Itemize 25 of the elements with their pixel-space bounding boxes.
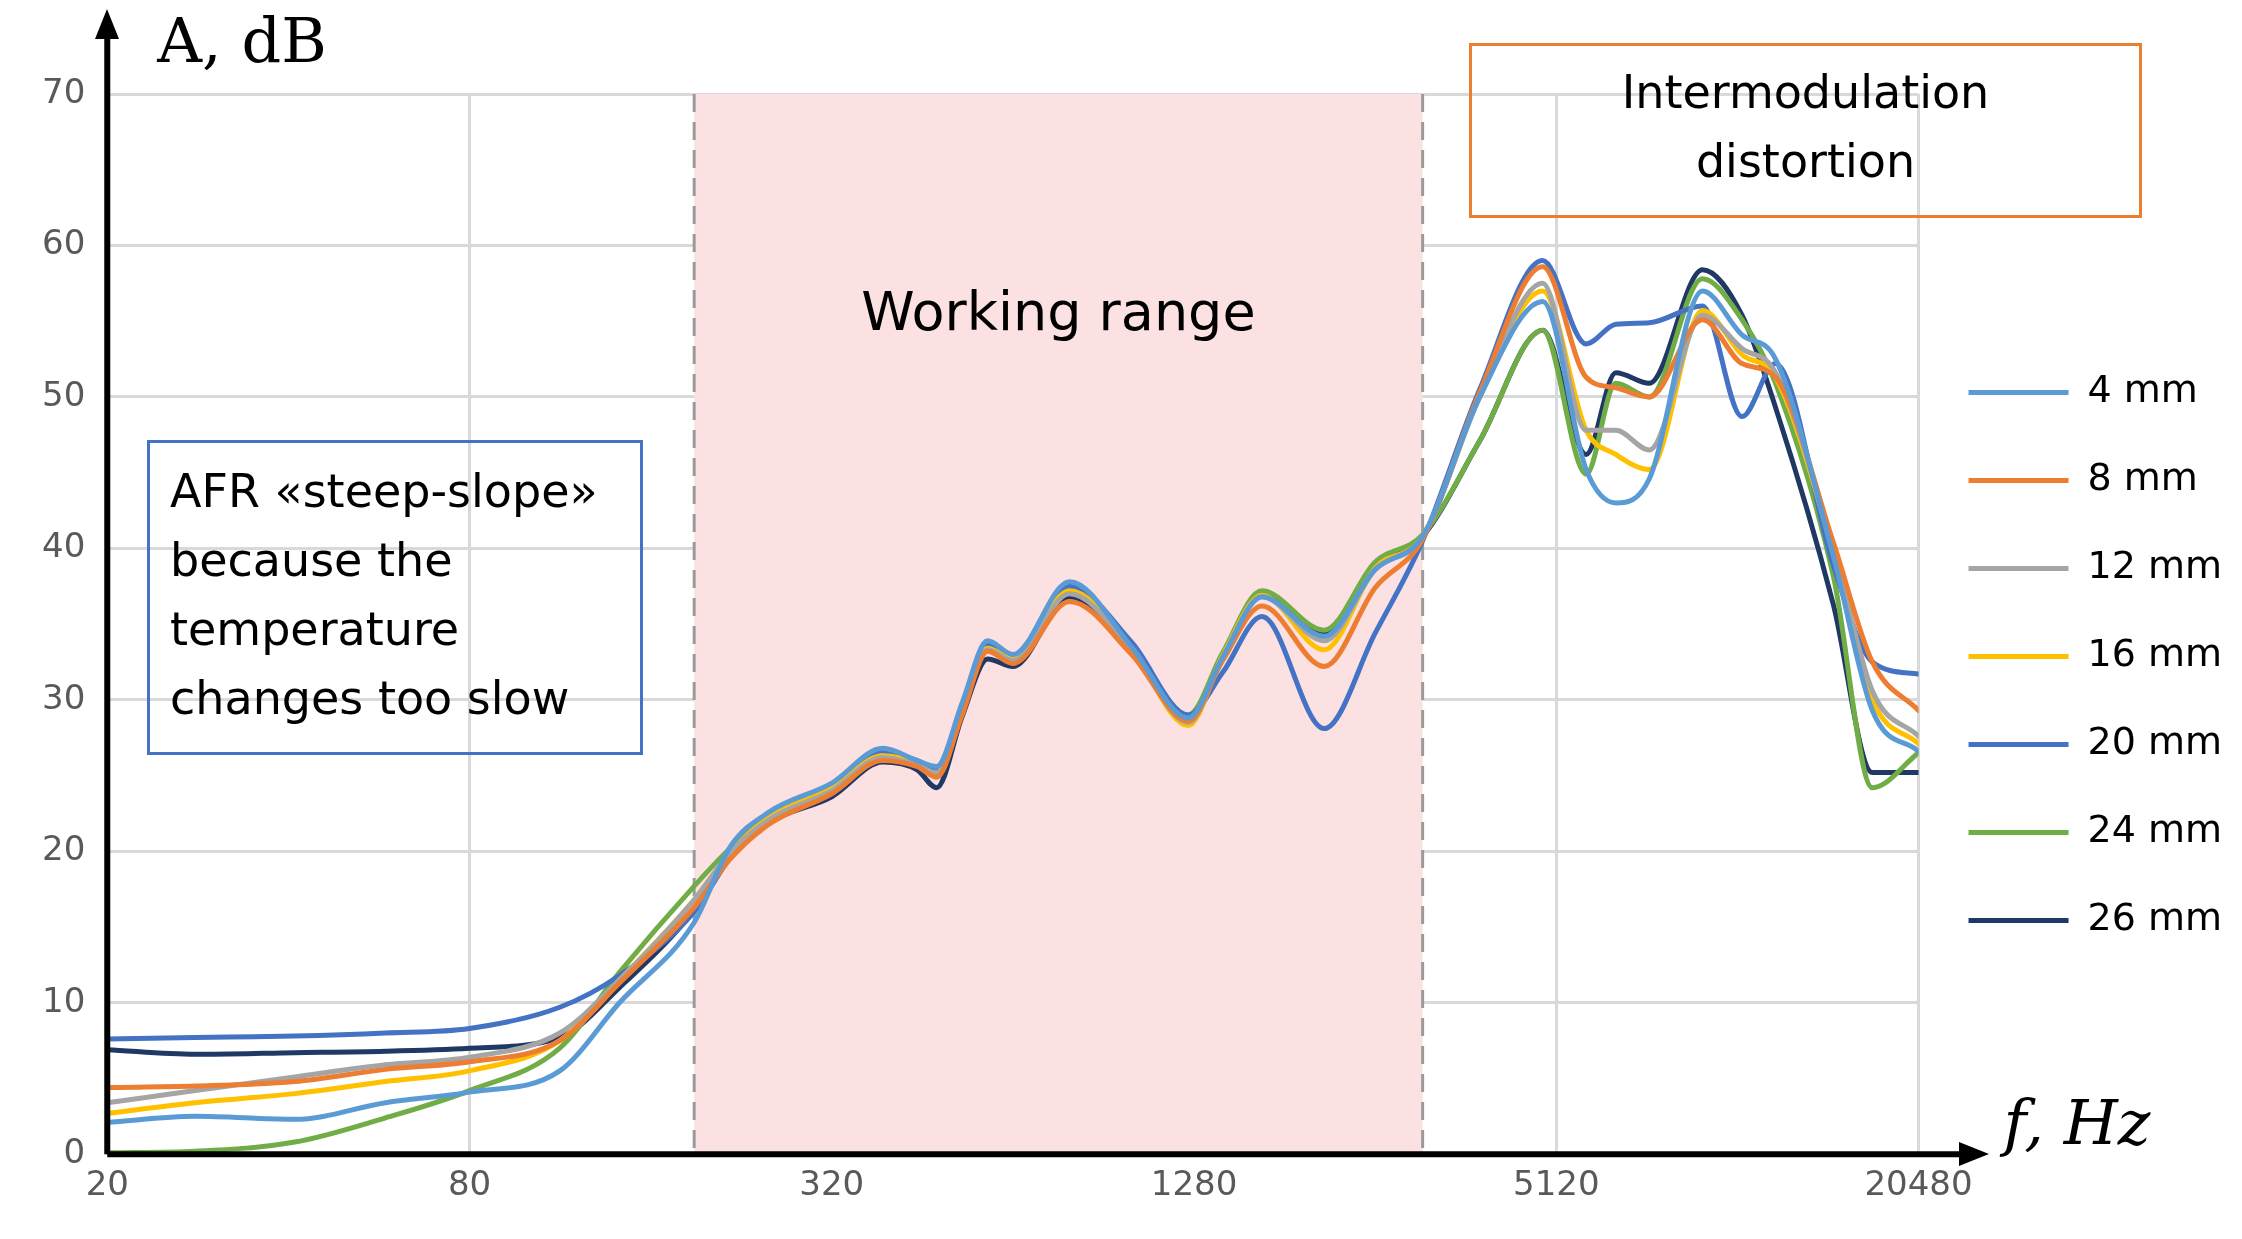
x-tick-label: 20 <box>85 1163 129 1204</box>
x-tick-label: 80 <box>447 1163 492 1204</box>
legend-label: 4 mm <box>2087 367 2198 412</box>
annotation: Intermodulation distortion <box>1469 43 2142 218</box>
legend-label: 16 mm <box>2087 631 2222 676</box>
x-tick-label: 5120 <box>1513 1163 1600 1204</box>
y-tick-label: 70 <box>42 70 86 111</box>
y-tick-label: 50 <box>42 373 86 414</box>
legend-label: 20 mm <box>2087 719 2222 764</box>
y-axis-title: A, dB <box>157 4 327 77</box>
y-tick-label: 0 <box>63 1131 86 1172</box>
x-tick-label: 320 <box>799 1163 865 1204</box>
x-tick-label: 1280 <box>1150 1163 1238 1204</box>
y-tick-label: 20 <box>42 828 86 869</box>
legend-label: 8 mm <box>2087 455 2198 500</box>
y-tick-label: 60 <box>42 222 86 263</box>
y-tick-label: 10 <box>42 979 86 1020</box>
annotation: AFR «steep-slope» because the temperature changes too slow <box>147 440 643 755</box>
legend-label: 12 mm <box>2087 543 2222 588</box>
legend-label: 24 mm <box>2087 807 2222 852</box>
y-tick-label: 40 <box>42 525 86 566</box>
y-tick-label: 30 <box>42 676 86 717</box>
x-tick-label: 20480 <box>1864 1163 1973 1204</box>
legend-label: 26 mm <box>2087 895 2222 940</box>
band-label: Working range <box>861 280 1256 344</box>
